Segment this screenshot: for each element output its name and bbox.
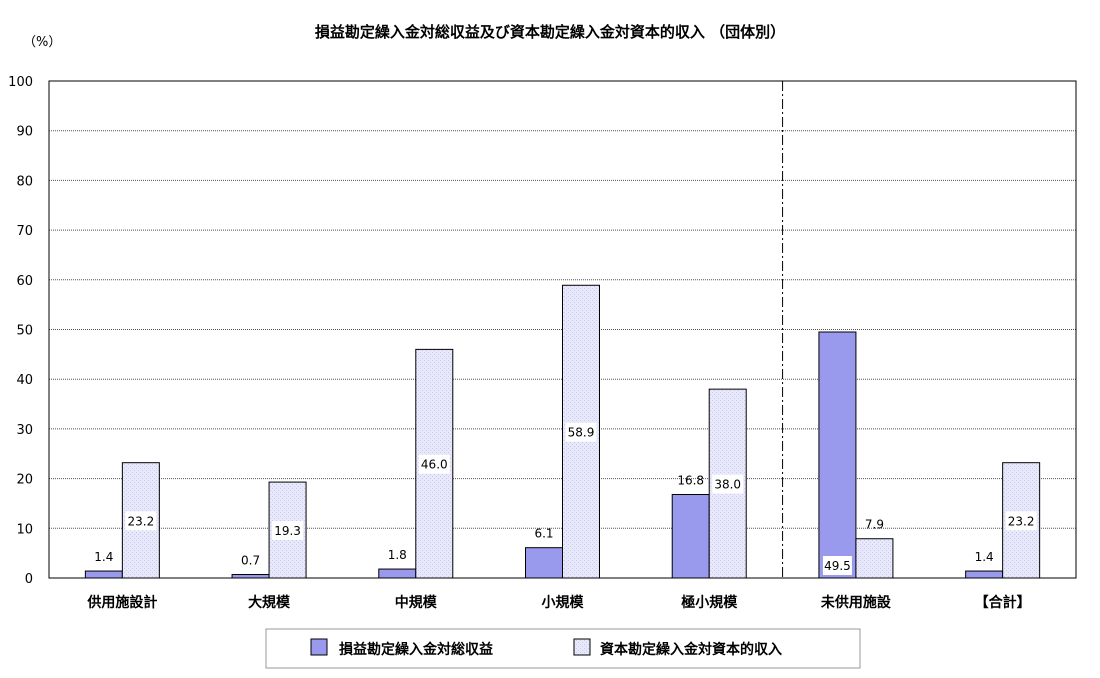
- x-category-label: 小規模: [542, 594, 585, 611]
- y-tick-label: 30: [16, 423, 33, 438]
- data-label-series-1: 16.8: [677, 474, 704, 488]
- y-tick-label: 90: [16, 125, 33, 140]
- data-label-series-1: 49.5: [824, 559, 851, 573]
- data-label-bg: [125, 511, 157, 531]
- y-tick-label: 40: [16, 373, 33, 388]
- y-tick-label: 50: [16, 324, 33, 339]
- y-tick-label: 10: [16, 522, 33, 537]
- data-label-bg: [1005, 511, 1037, 531]
- data-label-bg: [565, 422, 597, 442]
- legend: 損益勘定繰入金対総収益 資本勘定繰入金対資本的収入: [265, 628, 861, 669]
- y-tick-label: 70: [16, 224, 33, 239]
- bars: 1.4 23.2 0.7 19.3 1.8 46.0 6.1 58.9 16.8 38.0 49.5…: [84, 284, 1041, 579]
- data-label-series-1: 1.4: [975, 550, 994, 564]
- y-tick-label: 60: [16, 274, 33, 289]
- data-label-series-2: 23.2: [127, 514, 154, 528]
- y-tick-label: 0: [25, 572, 33, 587]
- data-label-series-2: 46.0: [421, 458, 448, 472]
- data-label-series-2: 38.0: [714, 478, 741, 492]
- bar-series-1: [525, 547, 563, 579]
- legend-box: [265, 628, 861, 669]
- x-category-label: 供用施設計: [86, 594, 157, 611]
- data-label-series-1: 1.8: [388, 548, 407, 562]
- data-label-series-1: 6.1: [534, 527, 553, 541]
- data-label-series-2: 19.3: [274, 524, 301, 538]
- x-axis-categories: 供用施設計 大規模 中規模 小規模 極小規模 未供用施設 【合計】: [86, 594, 1030, 611]
- data-label-bg: [712, 474, 744, 494]
- y-axis-unit: （%）: [23, 35, 61, 50]
- legend-swatch-series-1: [310, 638, 328, 656]
- bar-series-1: [818, 331, 857, 579]
- x-category-label: 未供用施設: [821, 594, 892, 611]
- x-category-label: 中規模: [395, 594, 438, 611]
- legend-swatch-series-2: [573, 638, 591, 656]
- data-label-series-2: 23.2: [1008, 514, 1035, 528]
- data-label-bg: [272, 521, 304, 541]
- chart-title: 損益勘定繰入金対総収益及び資本勘定繰入金対資本的収入 （団体別）: [315, 23, 785, 41]
- y-axis-ticks: 0 10 20 30 40 50 60 70 80 90 100: [8, 75, 33, 587]
- x-category-label: 極小規模: [681, 594, 738, 611]
- bar-series-1: [671, 494, 710, 579]
- bar-series-1: [84, 570, 123, 579]
- y-tick-label: 80: [16, 174, 33, 189]
- bar-series-1: [378, 568, 417, 579]
- data-label-series-1: 1.4: [94, 550, 113, 564]
- legend-label-series-2: 資本勘定繰入金対資本的収入: [600, 641, 782, 658]
- x-category-label: 【合計】: [975, 594, 1031, 611]
- bar-series-1: [965, 570, 1004, 579]
- legend-label-series-1: 損益勘定繰入金対総収益: [339, 641, 493, 658]
- x-category-label: 大規模: [248, 594, 291, 611]
- data-label-series-2: 7.9: [865, 518, 884, 532]
- bar-series-1: [231, 574, 270, 579]
- data-label-series-2: 58.9: [568, 426, 595, 440]
- data-label-series-1: 0.7: [241, 554, 260, 568]
- bar-series-2: [855, 538, 894, 579]
- data-label-bg: [822, 556, 852, 575]
- data-label-bg: [418, 454, 450, 474]
- y-tick-label: 100: [8, 75, 33, 90]
- y-tick-label: 20: [16, 473, 33, 488]
